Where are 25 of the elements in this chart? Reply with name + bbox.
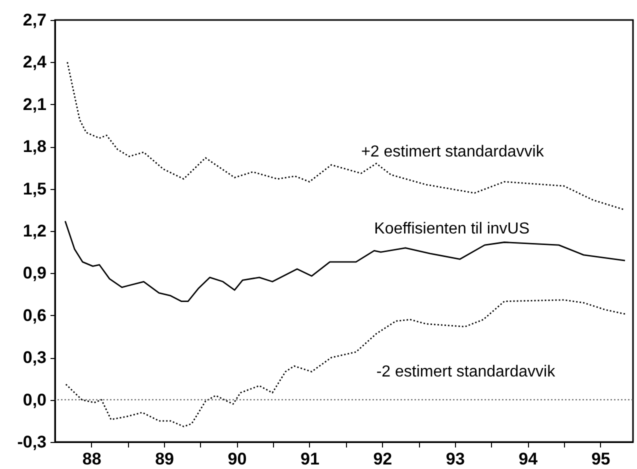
series-label: +2 estimert standardavvik bbox=[361, 143, 545, 160]
y-tick-label: -0,3 bbox=[17, 432, 46, 452]
y-tick-label: 0,3 bbox=[22, 348, 46, 368]
x-tick-label: 94 bbox=[518, 450, 538, 468]
y-tick-label: 1,5 bbox=[22, 179, 46, 198]
line-series bbox=[65, 299, 626, 428]
x-tick-label: 92 bbox=[373, 450, 392, 468]
y-tick-label: 1,2 bbox=[22, 222, 46, 240]
y-tick-label: 2,4 bbox=[22, 52, 48, 72]
y-tick-label: 1,8 bbox=[22, 137, 46, 156]
x-tick-label: 95 bbox=[591, 450, 610, 468]
y-tick-label: 0,9 bbox=[22, 264, 46, 283]
x-tick-label: 91 bbox=[300, 450, 320, 468]
x-tick-label: 89 bbox=[155, 450, 174, 468]
x-tick-label: 90 bbox=[228, 450, 247, 468]
x-tick-label: 93 bbox=[446, 450, 465, 468]
series-label: Koeffisienten til invUS bbox=[374, 220, 530, 238]
x-tick-label: 88 bbox=[82, 450, 102, 468]
line-series bbox=[66, 62, 626, 211]
y-tick-label: 2,1 bbox=[22, 94, 46, 114]
y-tick-label: 2,7 bbox=[22, 10, 46, 30]
series-label: -2 estimert standardavvik bbox=[376, 364, 556, 381]
y-tick-label: 0,6 bbox=[22, 306, 46, 325]
line-series bbox=[64, 220, 626, 302]
y-tick-label: 0,0 bbox=[22, 390, 46, 410]
